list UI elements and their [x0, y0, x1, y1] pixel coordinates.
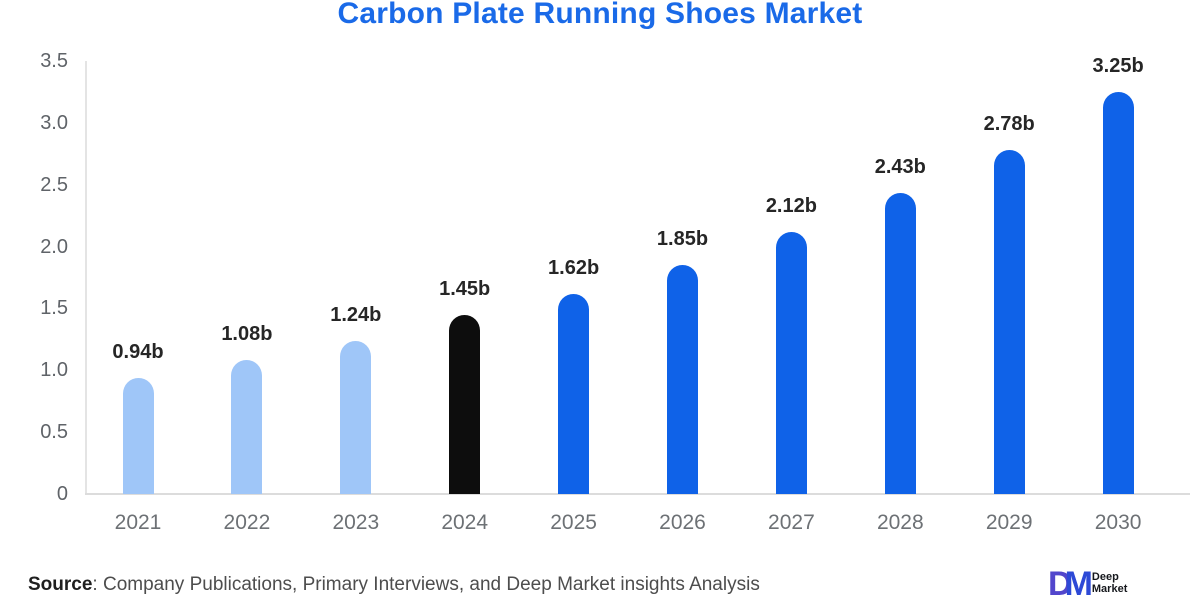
source-note: Source: Company Publications, Primary In…	[28, 574, 760, 596]
bar-value-label: 1.62b	[548, 256, 600, 279]
source-text: : Company Publications, Primary Intervie…	[92, 574, 760, 595]
bar-value-label: 2.12b	[765, 194, 817, 217]
bar-2023	[340, 340, 372, 494]
y-tick-label: 2.5	[40, 173, 68, 196]
bar-value-label: 2.78b	[983, 113, 1035, 136]
bar-2030	[1102, 91, 1134, 494]
bar-value-label: 1.24b	[330, 303, 382, 326]
bar-chart-plot-area: 3.5 3.0 2.5 2.0 1.5 1.0 0.5 0 0.94b 2021 1.08b 2022…	[40, 50, 1190, 534]
bar-2021	[122, 377, 154, 494]
y-tick-label: 3.0	[40, 111, 68, 134]
deep-market-logo: DM Deep Market	[1048, 565, 1127, 603]
bar-2029	[993, 150, 1025, 494]
x-tick-label-2030: 2030	[1094, 511, 1142, 534]
x-tick-label-2023: 2023	[332, 511, 380, 534]
bar-value-label: 3.25b	[1092, 54, 1144, 77]
x-tick-label-2028: 2028	[876, 511, 924, 534]
y-tick-label: 2.0	[40, 235, 68, 258]
x-tick-label-2021: 2021	[114, 511, 162, 534]
logo-wordmark: Deep Market	[1092, 568, 1127, 595]
bar-2028	[884, 193, 916, 494]
x-tick-label-2026: 2026	[659, 511, 706, 534]
bar-value-label: 2.43b	[874, 156, 926, 179]
y-axis-line	[85, 61, 87, 494]
y-tick-label: 1.5	[40, 297, 68, 320]
x-tick-label-2022: 2022	[223, 511, 271, 534]
logo-word-top: Deep	[1091, 571, 1119, 583]
bar-2024	[449, 314, 481, 494]
logo-word-bottom: Market	[1091, 583, 1128, 595]
y-tick-label: 3.5	[40, 50, 68, 72]
bar-2027	[775, 231, 807, 494]
bar-2022	[231, 360, 263, 494]
y-tick-label: 1.0	[40, 359, 68, 382]
x-tick-label-2024: 2024	[441, 511, 489, 534]
x-tick-label-2027: 2027	[768, 511, 815, 534]
bar-value-label: 1.85b	[656, 228, 709, 251]
y-tick-label: 0	[56, 483, 68, 505]
bar-2026	[667, 265, 698, 494]
bar-value-label: 0.94b	[112, 340, 164, 363]
x-tick-label-2029: 2029	[985, 511, 1033, 534]
bar-value-label: 1.45b	[439, 277, 491, 300]
x-axis-line	[85, 493, 1190, 495]
source-label: Source	[28, 574, 93, 595]
bar-value-label: 1.08b	[221, 323, 273, 346]
x-tick-label-2025: 2025	[550, 511, 597, 534]
dm-monogram-icon: DM	[1048, 565, 1093, 603]
y-tick-label: 0.5	[40, 421, 68, 444]
chart-title: Carbon Plate Running Shoes Market	[337, 0, 863, 30]
bar-2025	[558, 293, 590, 494]
